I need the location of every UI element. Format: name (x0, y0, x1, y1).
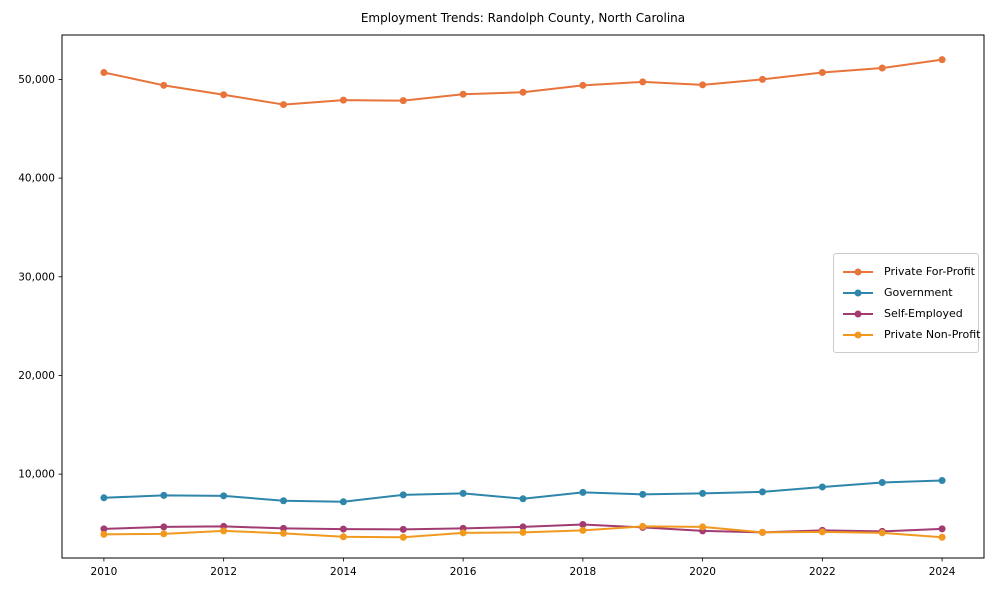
series-marker-private-non-profit (280, 529, 288, 537)
legend-swatch-government (843, 289, 873, 296)
series-marker-government (399, 491, 407, 499)
legend-item-government: Government (842, 282, 970, 303)
series-marker-private-non-profit (399, 533, 407, 541)
series-marker-government (878, 479, 886, 487)
series-marker-private-for-profit (220, 91, 228, 99)
y-tick-label: 40,000 (18, 173, 55, 185)
x-tick-label: 2016 (450, 566, 477, 578)
series-line-private-for-profit (102, 58, 944, 106)
series-marker-government (758, 488, 766, 496)
series-marker-government (339, 498, 347, 506)
series-marker-private-for-profit (339, 96, 347, 104)
series-marker-private-for-profit (579, 81, 587, 89)
series-marker-private-non-profit (758, 528, 766, 536)
series-marker-private-non-profit (699, 523, 707, 531)
x-tick-label: 2020 (689, 566, 716, 578)
series-marker-private-for-profit (459, 90, 467, 98)
plot-frame (61, 34, 985, 559)
series-marker-government (938, 477, 946, 485)
series-marker-government (160, 491, 168, 499)
x-tick-label: 2010 (91, 566, 118, 578)
x-tick-label: 2022 (809, 566, 836, 578)
series-marker-government (699, 489, 707, 497)
series-marker-private-for-profit (818, 68, 826, 76)
series-marker-private-for-profit (699, 81, 707, 89)
series-marker-self-employed (519, 523, 527, 531)
series-marker-government (459, 489, 467, 497)
x-tick-label: 2014 (330, 566, 357, 578)
legend-swatch-self-employed (843, 310, 873, 317)
series-marker-private-non-profit (878, 529, 886, 537)
series-marker-private-non-profit (639, 522, 647, 530)
series-marker-private-for-profit (519, 88, 527, 96)
series-marker-private-non-profit (339, 533, 347, 541)
series-marker-self-employed (579, 520, 587, 528)
y-tick-label: 30,000 (18, 271, 55, 283)
y-tick-label: 10,000 (18, 469, 55, 481)
series-marker-private-for-profit (100, 68, 108, 76)
series-marker-private-non-profit (519, 528, 527, 536)
series-marker-government (639, 490, 647, 498)
series-marker-self-employed (100, 525, 108, 533)
x-tick-label: 2012 (210, 566, 237, 578)
series-marker-private-for-profit (878, 64, 886, 72)
series-marker-private-for-profit (938, 56, 946, 64)
series-marker-government (220, 492, 228, 500)
legend-item-self-employed: Self-Employed (842, 303, 970, 324)
series-marker-private-non-profit (459, 529, 467, 537)
series-marker-private-for-profit (639, 78, 647, 86)
chart-title: Employment Trends: Randolph County, Nort… (360, 11, 686, 25)
legend: Private For-Profit Government Self-Employe… (833, 253, 980, 353)
series-marker-private-for-profit (399, 97, 407, 105)
y-tick-label: 20,000 (18, 370, 55, 382)
legend-label-private-for-profit: Private For-Profit (884, 265, 975, 278)
series-marker-government (579, 488, 587, 496)
series-marker-private-for-profit (160, 81, 168, 89)
legend-swatch-private-for-profit (843, 268, 873, 275)
series-marker-private-for-profit (280, 101, 288, 109)
y-tick-label: 50,000 (18, 74, 55, 86)
series-marker-self-employed (399, 525, 407, 533)
series-marker-self-employed (339, 525, 347, 533)
series-marker-private-for-profit (758, 75, 766, 83)
legend-item-private-for-profit: Private For-Profit (842, 261, 975, 282)
series-marker-private-non-profit (579, 526, 587, 534)
series-marker-government (519, 495, 527, 503)
series-marker-private-non-profit (160, 530, 168, 538)
legend-label-self-employed: Self-Employed (884, 307, 963, 320)
series-marker-government (280, 497, 288, 505)
series-marker-private-non-profit (100, 530, 108, 538)
legend-swatch-private-non-profit (843, 331, 873, 338)
series-marker-self-employed (160, 523, 168, 531)
x-tick-label: 2018 (570, 566, 597, 578)
series-marker-government (100, 494, 108, 502)
series-marker-government (818, 483, 826, 491)
legend-label-private-non-profit: Private Non-Profit (884, 328, 981, 341)
series-marker-private-non-profit (938, 533, 946, 541)
x-tick-label: 2024 (929, 566, 956, 578)
series-marker-private-non-profit (818, 528, 826, 536)
legend-label-government: Government (884, 286, 953, 299)
legend-item-private-non-profit: Private Non-Profit (842, 324, 980, 345)
series-marker-self-employed (938, 525, 946, 533)
series-marker-self-employed (280, 524, 288, 532)
series-marker-private-non-profit (220, 527, 228, 535)
